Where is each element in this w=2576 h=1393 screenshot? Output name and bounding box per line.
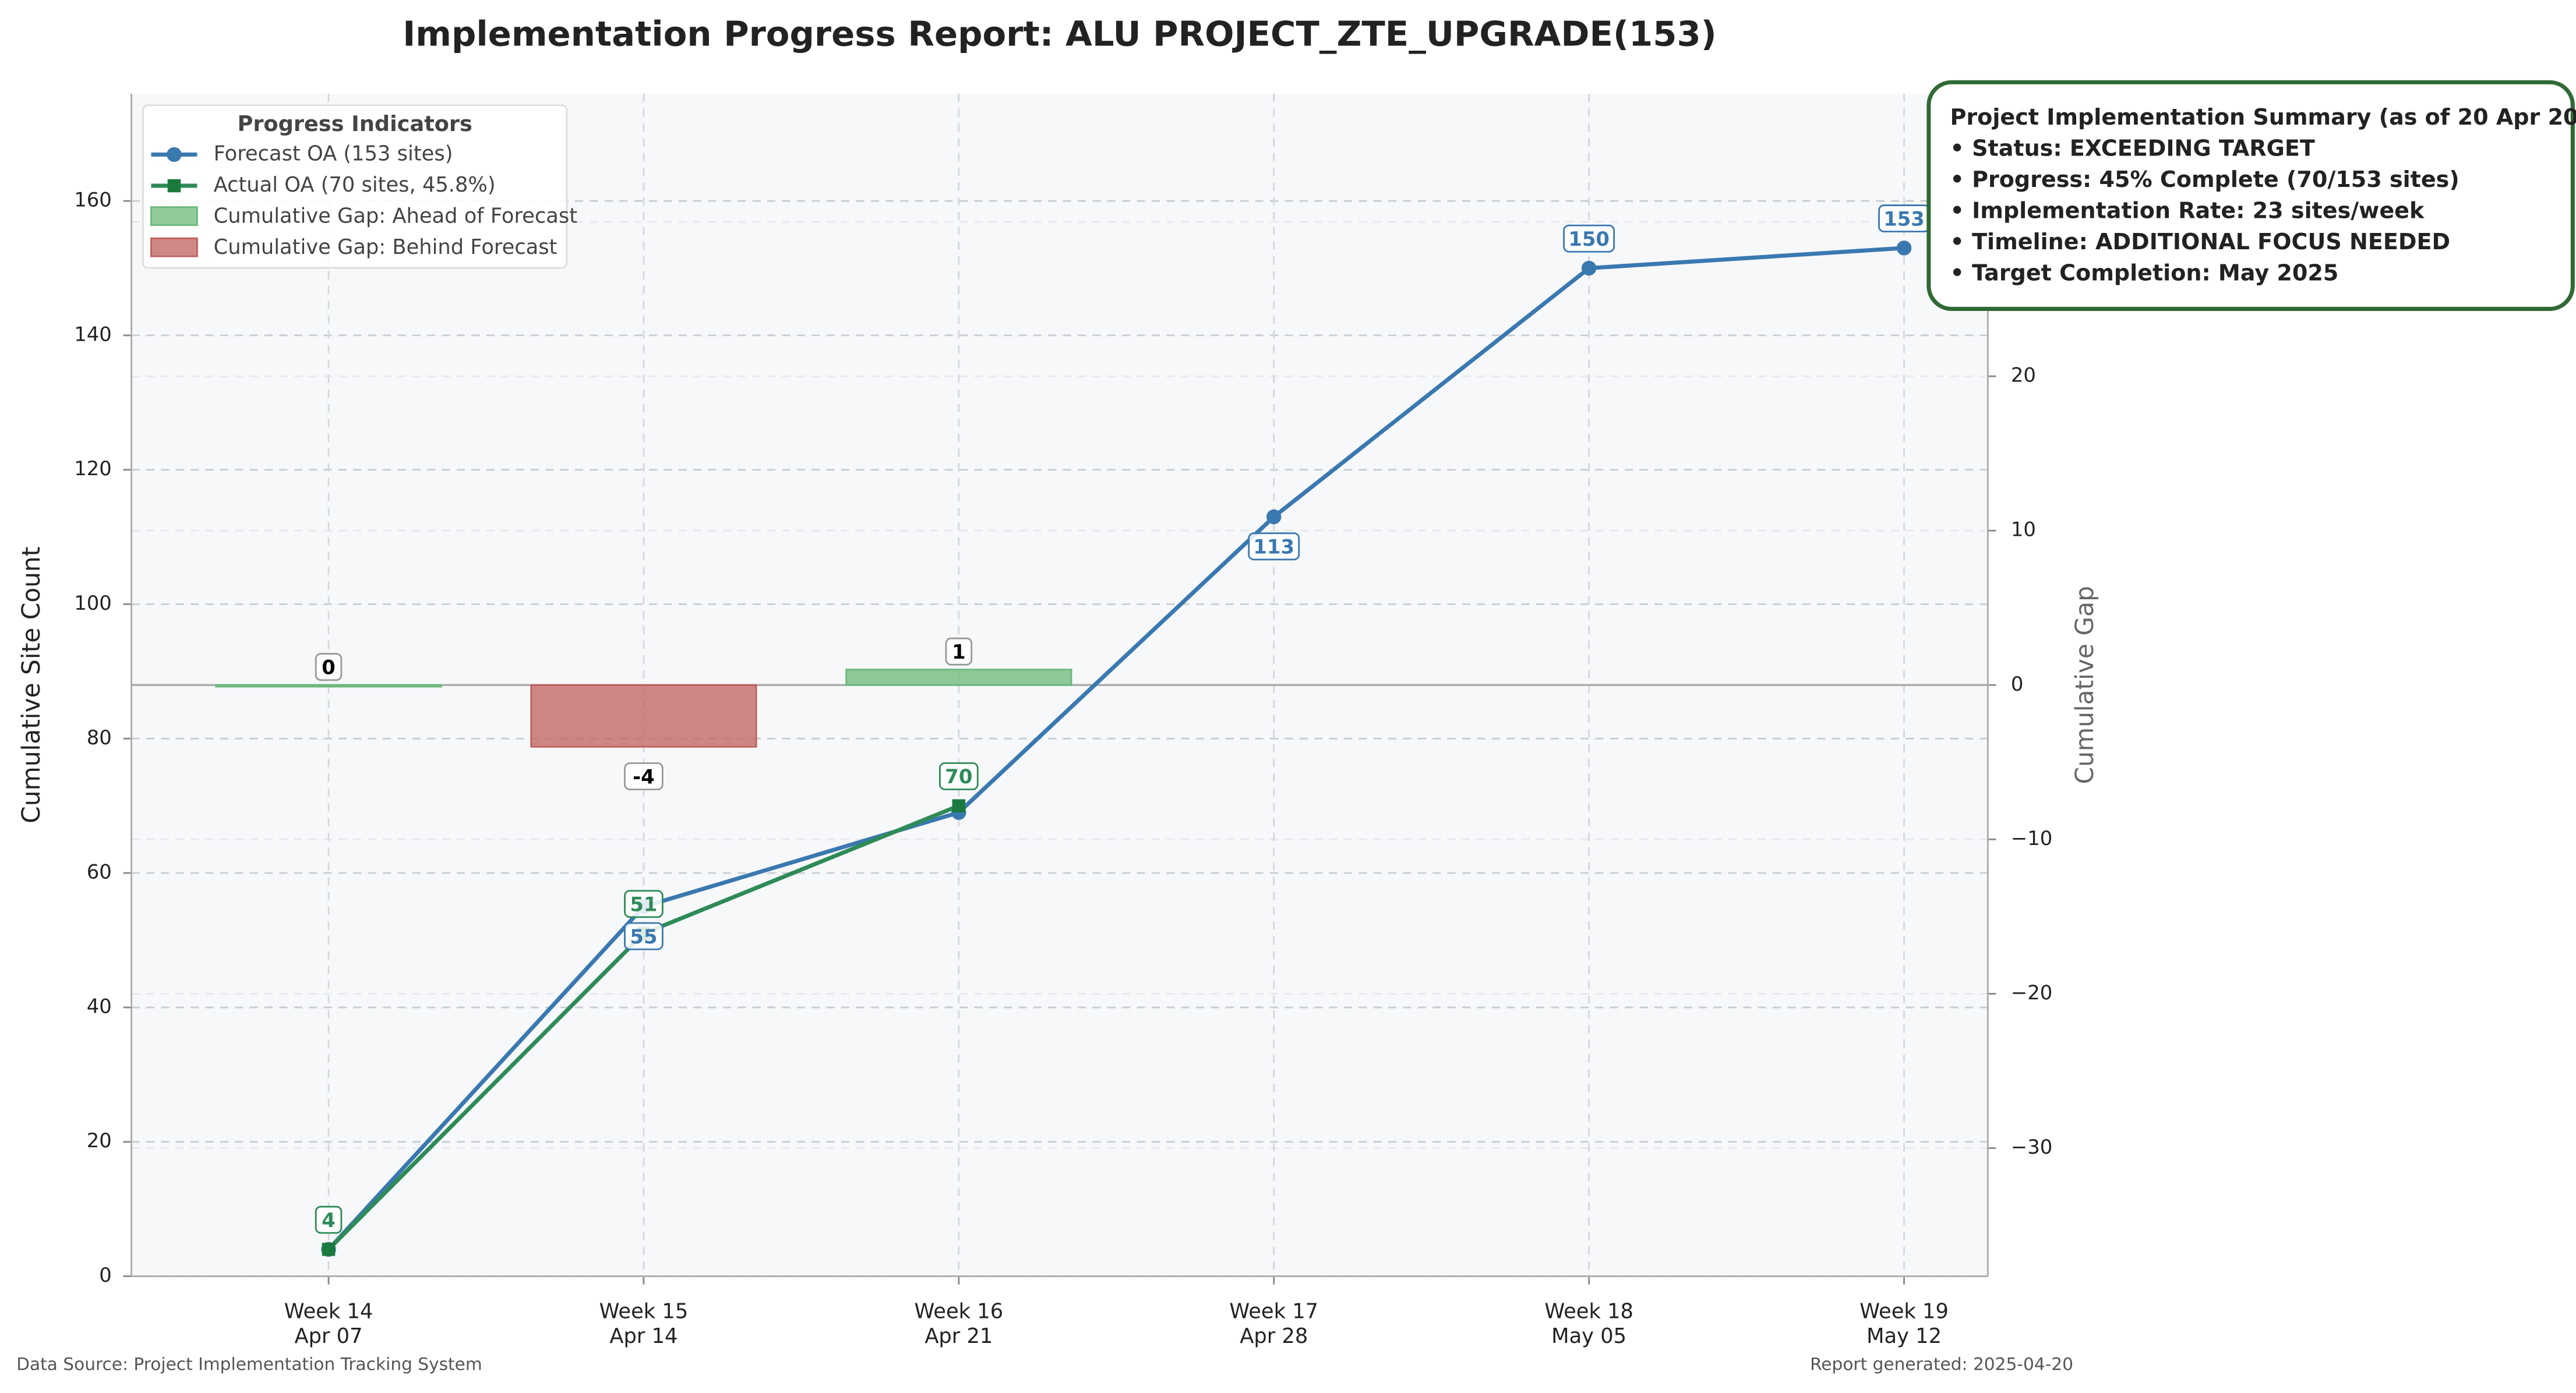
gap-bar — [530, 684, 757, 748]
data-label: -4 — [633, 765, 655, 788]
y-tick-label: 160 — [74, 189, 112, 211]
x-tick-date: Apr 07 — [295, 1324, 363, 1348]
y2-tick-label: −30 — [2011, 1136, 2052, 1158]
gap-bar — [845, 669, 1072, 686]
data-label: 70 — [945, 765, 972, 788]
data-label: 153 — [1883, 207, 1925, 230]
data-label-box — [624, 922, 664, 950]
y-tick-label: 120 — [74, 457, 112, 480]
x-tick-date: May 05 — [1551, 1324, 1626, 1348]
y2-axis-label: Cumulative Gap — [2070, 586, 2099, 784]
data-label-box — [315, 653, 343, 681]
x-tick-date: Apr 28 — [1240, 1324, 1308, 1348]
point — [1581, 260, 1597, 276]
data-label-box — [938, 762, 979, 790]
series-line — [327, 246, 1904, 1251]
data-label-box — [624, 762, 664, 791]
y-tick-label: 80 — [87, 726, 112, 749]
data-label-box — [1563, 224, 1615, 253]
data-label: 55 — [630, 925, 657, 948]
legend-marker — [167, 179, 181, 193]
x-tick-label: Week 19 — [1859, 1300, 1949, 1324]
y-tick-label: 100 — [74, 592, 112, 614]
x-tick-date: Apr 21 — [924, 1324, 993, 1348]
y2-tick-label: 10 — [2011, 518, 2036, 541]
x-tick-label: Week 17 — [1229, 1300, 1318, 1324]
y-tick-label: 60 — [87, 861, 112, 883]
legend-box — [142, 104, 568, 269]
data-label: 113 — [1253, 536, 1294, 558]
x-tick-label: Week 14 — [284, 1300, 373, 1324]
footer-generated: Report generated: 2025-04-20 — [1810, 1354, 2073, 1374]
data-label-box — [315, 1205, 343, 1234]
data-label-box — [1248, 532, 1300, 561]
data-label-box — [945, 637, 973, 666]
legend-marker — [167, 147, 182, 162]
summary-line: • Status: EXCEEDING TARGET — [1950, 135, 2315, 161]
summary-box — [1926, 80, 2575, 311]
x-tick-date: May 12 — [1866, 1324, 1942, 1348]
point — [322, 1243, 336, 1256]
legend-patch — [150, 237, 198, 257]
data-label: 4 — [322, 1209, 336, 1232]
point — [952, 799, 966, 812]
legend-patch — [150, 206, 198, 227]
data-label: 150 — [1568, 228, 1610, 250]
y2-tick-label: −10 — [2011, 827, 2052, 850]
y-tick-label: 140 — [74, 323, 112, 345]
y2-tick-label: 0 — [2011, 673, 2024, 695]
x-tick-label: Week 18 — [1544, 1300, 1633, 1324]
y-tick-label: 40 — [87, 995, 112, 1017]
x-tick-label: Week 15 — [599, 1300, 689, 1324]
summary-line: • Implementation Rate: 23 sites/week — [1950, 198, 2425, 224]
summary-line: • Progress: 45% Complete (70/153 sites) — [1950, 167, 2459, 192]
legend-label: Cumulative Gap: Ahead of Forecast — [214, 204, 577, 228]
y2-tick-label: −20 — [2011, 981, 2052, 1004]
data-label-box — [624, 890, 664, 918]
footer-source: Data Source: Project Implementation Trac… — [16, 1354, 482, 1374]
chart-title: Implementation Progress Report: ALU PROJ… — [403, 13, 1717, 54]
y-tick-label: 0 — [99, 1264, 112, 1286]
x-tick-date: Apr 14 — [609, 1324, 677, 1348]
y-axis-label: Cumulative Site Count — [17, 547, 45, 823]
data-label: 1 — [952, 641, 966, 663]
data-label: 51 — [630, 893, 657, 916]
gap-bar — [215, 684, 442, 688]
point — [1896, 241, 1912, 256]
summary-line: • Timeline: ADDITIONAL FOCUS NEEDED — [1950, 229, 2451, 254]
legend-title: Progress Indicators — [237, 111, 472, 136]
legend-label: Cumulative Gap: Behind Forecast — [214, 235, 557, 259]
legend-label: Actual OA (70 sites, 45.8%) — [214, 173, 496, 197]
summary-line: • Target Completion: May 2025 — [1950, 260, 2339, 286]
legend-label: Forecast OA (153 sites) — [214, 142, 453, 165]
y-tick-label: 20 — [87, 1129, 112, 1152]
point — [1266, 509, 1282, 525]
summary-line: Project Implementation Summary (as of 20… — [1950, 104, 2576, 130]
data-label: 0 — [322, 656, 336, 679]
x-tick-label: Week 16 — [915, 1300, 1004, 1324]
y2-tick-label: 20 — [2011, 364, 2036, 387]
